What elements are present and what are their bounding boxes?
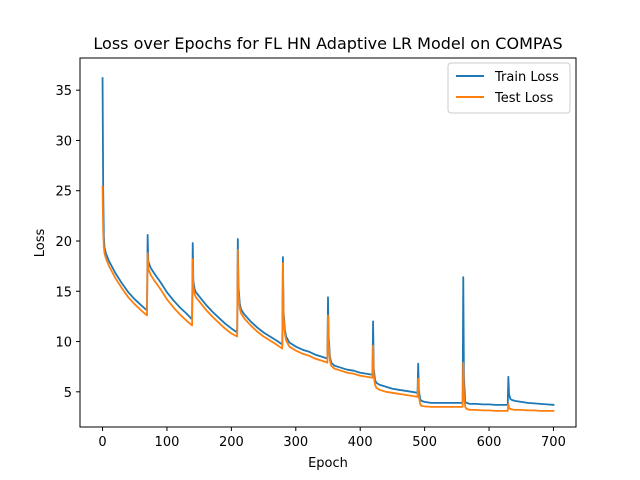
legend-label-train: Train Loss [494,70,559,85]
x-tick-label: 600 [477,435,502,450]
x-axis: 0 100 200 300 400 500 600 700 [98,427,566,450]
x-tick-label: 700 [541,435,566,450]
y-tick-label: 25 [55,185,72,200]
y-tick-label: 35 [55,84,72,99]
x-axis-label: Epoch [308,456,348,471]
legend: Train Loss Test Loss [447,62,571,114]
y-tick-label: 15 [55,285,72,300]
y-axis-label: Loss [33,229,48,258]
series-layer [101,77,555,412]
y-axis: 5 10 15 20 25 30 35 [55,84,80,401]
y-tick-label: 20 [55,235,72,250]
x-tick-label: 200 [219,435,244,450]
plot-frame [79,57,577,428]
y-tick-label: 10 [55,336,72,351]
legend-label-test: Test Loss [494,91,553,106]
x-tick-label: 0 [98,435,106,450]
x-tick-label: 100 [155,435,180,450]
x-tick-label: 400 [348,435,373,450]
y-tick-label: 30 [55,134,72,149]
series-line-test-loss [101,185,555,412]
chart-title: Loss over Epochs for FL HN Adaptive LR M… [93,34,562,53]
x-tick-label: 300 [283,435,308,450]
x-tick-label: 500 [412,435,437,450]
y-tick-label: 5 [64,386,72,401]
